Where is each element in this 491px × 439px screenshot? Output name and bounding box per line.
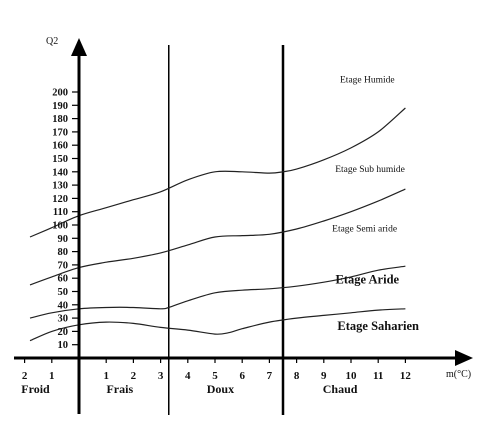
y-tick-label: 110 [53, 207, 68, 218]
y-tick-label: 150 [52, 154, 68, 165]
region-label: Etage Aride [336, 273, 400, 287]
y-tick-label: 170 [52, 127, 68, 138]
region-label: Etage Semi aride [332, 225, 397, 235]
y-tick-label: 190 [52, 101, 68, 112]
labels: Q2 m(°C) [46, 36, 471, 380]
x-tick-label: 9 [321, 370, 327, 382]
x-axis-title: m(°C) [446, 369, 471, 380]
zone-label-froid: Froid [21, 382, 50, 396]
zone-labels: Froid Frais Doux Chaud [21, 382, 358, 396]
zone-boundaries [168, 45, 285, 415]
axes [14, 38, 473, 414]
y-tick-label: 70 [58, 260, 69, 271]
x-tick-label: 11 [373, 370, 383, 382]
region-label: Etage Sub humide [335, 165, 405, 175]
x-tick-label: 12 [400, 370, 412, 382]
curve-humide-sub-humide [29, 107, 406, 238]
x-tick-label: 7 [267, 370, 273, 382]
series-layer [29, 107, 406, 342]
y-tick-label: 130 [52, 181, 68, 192]
y-tick-label: 10 [58, 340, 69, 351]
x-tick-label: 5 [212, 370, 218, 382]
y-tick-label: 90 [58, 234, 69, 245]
y-tick-label: 160 [52, 141, 68, 152]
x-tick-label: 2 [131, 370, 137, 382]
region-label: Etage Humide [340, 76, 395, 86]
x-axis-arrow-icon [455, 350, 473, 366]
region-label: Etage Saharien [337, 319, 419, 333]
y-tick-label: 100 [52, 221, 68, 232]
y-tick-label: 200 [52, 88, 68, 99]
x-tick-label: 10 [346, 370, 358, 382]
x-tick-label: 1 [103, 370, 109, 382]
x-tick-label: 4 [185, 370, 191, 382]
x-tick-label: 6 [239, 370, 245, 382]
zone-label-frais: Frais [106, 382, 133, 396]
y-tick-label: 180 [52, 114, 68, 125]
y-tick-label: 20 [58, 327, 69, 338]
y-tick-label: 140 [52, 167, 68, 178]
y-tick-label: 30 [58, 314, 69, 325]
y-tick-label: 80 [58, 247, 69, 258]
y-axis-title: Q2 [46, 36, 58, 47]
curve-sub-humide-semi-aride [29, 188, 406, 286]
region-labels: Etage Humide Etage Sub humide Etage Semi a… [332, 76, 419, 333]
zone-label-chaud: Chaud [323, 382, 358, 396]
x-tick-label: 8 [294, 370, 300, 382]
y-tick-label: 60 [58, 274, 69, 285]
ticks: 2 1 1 2 3 4 5 6 7 8 9 10 11 1210203040506070809010011… [22, 88, 412, 383]
y-tick-label: 50 [58, 287, 69, 298]
curve-semi-aride-aride [29, 265, 406, 319]
y-tick-label: 40 [58, 300, 69, 311]
zone-label-doux: Doux [207, 382, 234, 396]
y-tick-label: 120 [52, 194, 68, 205]
curve-aride-saharien [29, 308, 406, 342]
x-tick-label: 1 [49, 370, 55, 382]
x-tick-label: 3 [158, 370, 164, 382]
x-tick-label: 2 [22, 370, 28, 382]
y-axis-arrow-icon [71, 38, 87, 56]
